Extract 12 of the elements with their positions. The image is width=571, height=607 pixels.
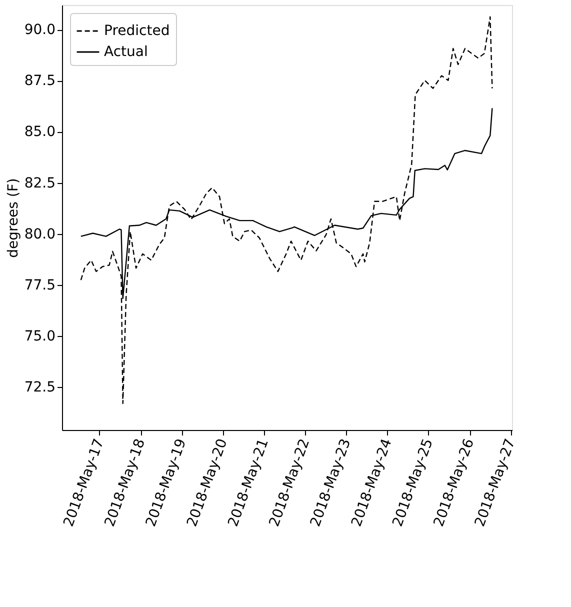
line-series: [80, 16, 493, 404]
y-tick-label: 85.0: [24, 124, 56, 140]
y-tick-label: 72.5: [24, 380, 56, 396]
y-tick-label: 80.0: [24, 226, 56, 242]
y-tick-label: 87.5: [24, 73, 56, 90]
legend-label: Predicted: [104, 23, 170, 39]
y-tick-label: 77.5: [24, 277, 56, 294]
y-axis-title: degrees (F): [5, 178, 22, 258]
y-tick-label: 75.0: [24, 328, 56, 345]
legend-label: Actual: [104, 44, 148, 60]
y-tick-label: 82.5: [24, 175, 56, 192]
y-tick-label: 90.0: [24, 22, 56, 38]
